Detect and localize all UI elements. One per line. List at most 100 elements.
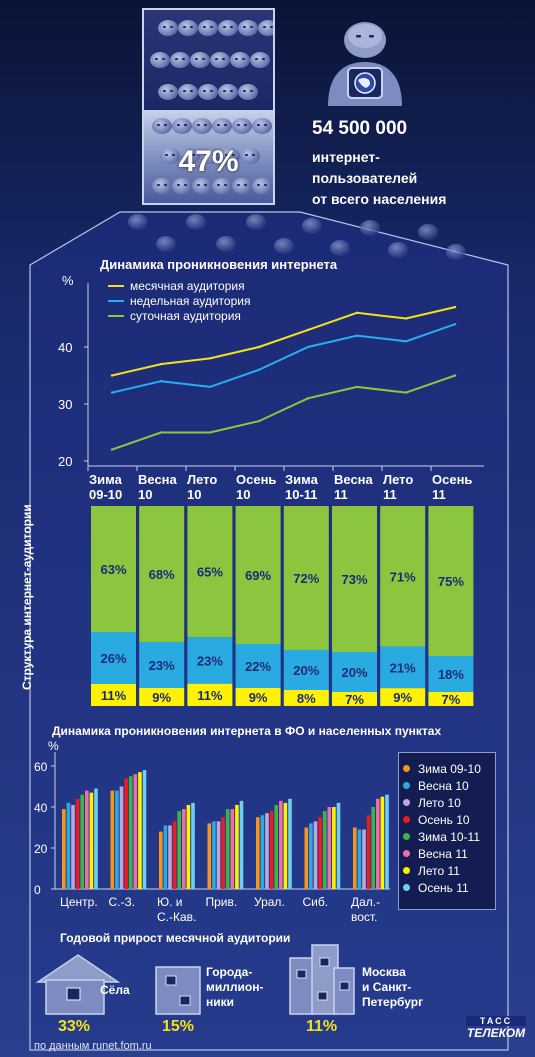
crowd-head-eye [195,58,198,60]
region-bar [332,807,336,889]
crowd-head-eye [217,124,220,126]
regions-legend-label: Зима 10-11 [418,829,481,844]
region-bar [385,794,389,889]
regions-legend-swatch [403,816,410,823]
crowd-head [200,148,220,164]
regions-legend-item: Лето 10 [403,794,495,811]
crowd-head-eye [182,58,185,60]
stack-segment-label: 23% [149,658,175,673]
crowd-head-eye [250,90,253,92]
line-point [208,357,212,360]
crowd-head-eye [190,90,193,92]
line-point [355,311,359,314]
crowd-head-eye [177,184,180,186]
crowd-head [190,52,210,68]
regions-legend-label: Осень 10 [418,812,470,827]
regions-x-tick: Прив. [206,895,238,909]
stack-segment [428,506,474,656]
stack-segment-label: 7% [442,692,461,707]
stack-segment [283,650,329,690]
regions-x-tick: Сиб. [303,895,329,909]
logo-big-text: ТЕЛЕКОМ [466,1026,526,1040]
crowd-head-eye [243,26,246,28]
region-bar [362,829,366,889]
regions-legend-swatch [403,850,410,857]
region-bar [304,827,309,889]
crowd-head-eye [204,124,207,126]
region-bar [163,825,168,889]
crowd-head [198,20,218,36]
crowd-head-eye [215,58,218,60]
line-chart-x-tick: Весна [138,472,178,487]
region-bar [274,804,278,889]
region-bar [80,794,84,889]
region-bar [371,807,375,889]
crowd-head [258,20,273,36]
line-chart-x-tick-line2: 10 [236,487,250,502]
crowd-head-eye [202,58,205,60]
line-chart-x-tick-line2: 09-10 [89,487,122,502]
line-chart-x-tick: Зима [285,472,319,487]
crowd-head-eye [164,124,167,126]
users-caption-line1: интернет- [312,149,380,165]
stack-segment [235,688,281,706]
stack-segment-label: 63% [100,562,126,577]
region-bar [133,774,138,889]
crowd-head [232,178,252,194]
crowd-head [250,52,270,68]
line-point [208,385,212,389]
line-point [159,380,163,383]
bubble [186,214,206,230]
line-series-2 [111,374,456,451]
village-house-icon [35,954,121,1015]
users-caption-line2: пользователей [312,170,418,186]
growth-label-cities-line1: Города- [206,965,253,979]
stack-segment-label: 26% [100,651,126,666]
regions-x-tick: Центр. [60,895,98,909]
region-bar [110,790,115,889]
crowd-head-eye [170,26,173,28]
region-bar [62,809,66,889]
growth-label-cities: Города- миллион- ники [206,965,263,1010]
region-bar [191,802,195,889]
crowd-head [212,178,232,194]
bubble [216,236,236,252]
line-chart-x-tick: Осень [236,472,276,487]
stack-segment [283,690,329,706]
crowd-head [218,20,238,36]
regions-x-tick-line2: вост. [351,910,377,924]
crowd-head-eye [263,26,266,28]
region-bar [225,809,230,889]
crowd-head-eye [192,154,195,156]
regions-legend-item: Зима 09-10 [403,760,495,777]
crowd-head-eye [264,184,267,186]
crowd-head-eye [197,184,200,186]
line-point [306,345,310,349]
line-point [453,305,457,309]
crowd-head [218,84,238,100]
line-point [453,323,457,326]
stack-segment [332,506,377,652]
crowd-head-eye [262,58,265,60]
region-bar [313,821,318,889]
crowd-head-eye [210,90,213,92]
region-bar [66,802,71,889]
crowd-head-eye [205,154,208,156]
region-bar [85,790,89,889]
crowd-head-eye [203,26,206,28]
crowd-head [160,148,180,164]
region-bar [260,815,265,889]
regions-legend-item: Весна 11 [403,845,495,862]
line-point [355,385,359,389]
stack-segment [380,688,426,706]
line-chart-x-tick-line2: 10 [138,487,152,502]
bubble [302,218,322,234]
region-bar [212,821,216,889]
crowd-head-eye [264,124,267,126]
city-building-icon [155,966,201,1015]
tass-telecom-logo: ТАСС ТЕЛЕКОМ [466,1016,526,1040]
growth-label-capitals: Москва и Санкт- Петербург [362,965,423,1010]
